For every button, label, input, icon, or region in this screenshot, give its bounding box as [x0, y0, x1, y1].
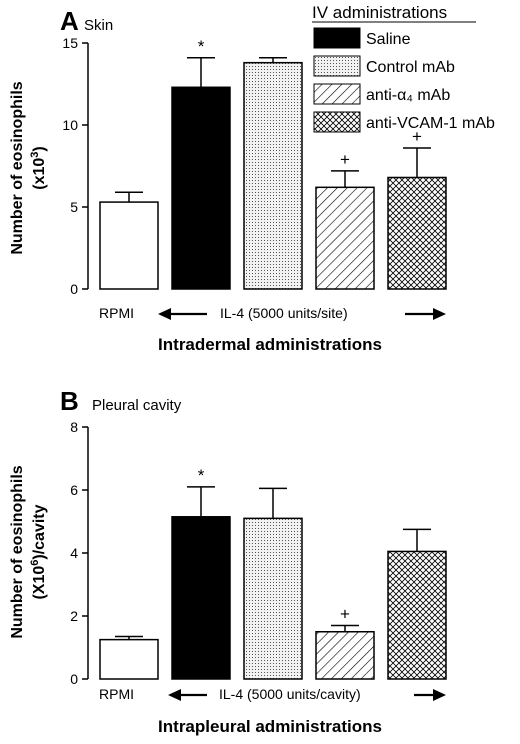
panel-b-y-tick-label: 6 [70, 482, 78, 498]
legend-label: Saline [366, 31, 411, 48]
panel-a-axes: 0 5 10 15 [62, 35, 89, 297]
panel-b-significance-marker: * [198, 466, 205, 485]
panel-b: B Pleural cavity Number of eosinophils (… [9, 386, 447, 736]
panel-a-y-tick-label: 5 [70, 199, 78, 215]
panel-b-title: Pleural cavity [92, 397, 182, 414]
panel-a-bar [99, 201, 159, 290]
panel-b-rpmi-label: RPMI [99, 686, 134, 702]
panel-a-right-arrow-icon [405, 308, 446, 320]
legend-label: anti-VCAM-1 mAb [366, 115, 495, 132]
panel-a-rpmi-label: RPMI [99, 305, 134, 321]
panel-a-bar [315, 186, 375, 290]
legend-items: Saline Control mAb anti-α₄ mAb anti-VCAM-1 … [313, 27, 495, 133]
panel-a-ylabel: Number of eosinophils [9, 81, 26, 254]
panel-a-ylabel-line1: Number of eosinophils [9, 81, 26, 254]
panel-b-bar [315, 631, 375, 680]
legend-swatch [313, 83, 361, 105]
panel-b-bar [387, 550, 447, 680]
panel-a-bars: * + + [99, 37, 447, 290]
panel-b-left-arrow-icon [168, 689, 207, 701]
panel-a-ylabel-sup: 3 [29, 152, 41, 158]
panel-a-bar [387, 176, 447, 290]
panel-b-xlabel: Intrapleural administrations [158, 717, 382, 736]
panel-b-bar [99, 638, 159, 680]
panel-a-y-tick-label: 15 [62, 35, 78, 51]
legend-swatch [313, 27, 361, 49]
legend: IV administrations Saline Control mAb anti… [312, 3, 495, 133]
panel-b-bar [243, 517, 303, 680]
panel-a-left-arrow-icon [158, 308, 207, 320]
panel-b-letter: B [60, 386, 79, 416]
panel-a-bar [243, 61, 303, 290]
panel-a-significance-marker: + [412, 127, 422, 146]
panel-a-title: Skin [84, 17, 113, 34]
panel-a-significance-marker: * [198, 37, 205, 56]
panel-a: A Skin Number of eosinophils (x103) 0 5 10… [9, 6, 447, 354]
panel-a-il4-label: IL-4 (5000 units/site) [220, 305, 348, 321]
panel-a-ylabel-unit: (x103) [29, 146, 48, 189]
panel-b-bar [171, 516, 231, 680]
panel-b-significance-marker: + [340, 604, 350, 623]
panel-b-y-tick-label: 4 [70, 545, 78, 561]
panel-a-y-tick-label: 10 [62, 117, 78, 133]
panel-b-ylabel-unit: (X106)/cavity [29, 504, 48, 599]
panel-b-right-arrow-icon [414, 689, 446, 701]
panel-b-ylabel-line1: Number of eosinophils [9, 465, 26, 638]
legend-label: Control mAb [366, 59, 455, 76]
panel-a-letter: A [60, 6, 79, 36]
panel-b-ylabel-line2: (X10 [31, 566, 48, 600]
panel-b-ylabel-sup: 6 [29, 560, 41, 566]
panel-a-ylabel-close: ) [31, 146, 48, 151]
legend-swatch [313, 55, 361, 77]
legend-swatch [313, 111, 361, 133]
panel-b-bars: *+ [99, 466, 447, 680]
panel-b-y-tick-label: 8 [70, 419, 78, 435]
panel-a-ylabel-line2: (x10 [31, 158, 48, 190]
panel-b-axes: 0 2 4 6 8 [70, 419, 89, 687]
legend-title: IV administrations [312, 3, 447, 22]
legend-label: anti-α₄ mAb [366, 87, 450, 104]
panel-a-xlabel: Intradermal administrations [158, 335, 382, 354]
panel-a-significance-marker: + [340, 150, 350, 169]
panel-b-y-tick-label: 0 [70, 671, 78, 687]
panel-b-ylabel: Number of eosinophils [9, 465, 26, 638]
panel-b-il4-label: IL-4 (5000 units/cavity) [219, 686, 361, 702]
panel-b-y-tick-label: 2 [70, 608, 78, 624]
panel-b-ylabel-close: )/cavity [31, 504, 48, 559]
panel-a-bar [171, 86, 231, 290]
panel-a-y-tick-label: 0 [70, 281, 78, 297]
